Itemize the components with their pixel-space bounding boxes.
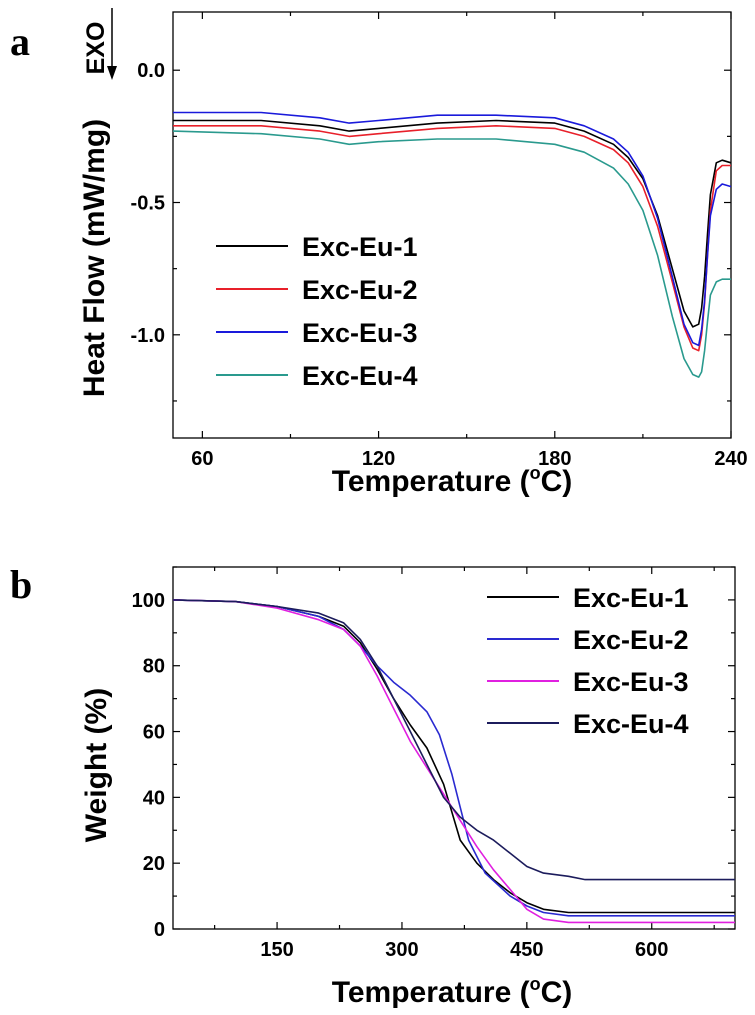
x-tick-label: 180 [538, 448, 571, 470]
y-tick-label: 0 [154, 919, 165, 941]
exo-arrow [107, 8, 117, 80]
x-axis-label-a: Temperature (oC) [332, 463, 572, 498]
chart-panel-b: b Weight (%) Temperature (oC) 150 300 450 6… [10, 562, 736, 1009]
plot-frame [172, 566, 736, 930]
series-line-exc-eu-3 [173, 111, 732, 347]
legend-label-exc-eu-2: Exc-Eu-2 [573, 625, 689, 655]
x-tick-label: 120 [362, 448, 395, 470]
y-tick-label: 80 [143, 656, 165, 678]
y-tick-label: 20 [143, 853, 165, 875]
x-tick-label: 300 [385, 939, 418, 961]
exo-annotation: EXO [82, 22, 110, 75]
legend-label-exc-eu-1: Exc-Eu-1 [573, 583, 689, 613]
x-tick-label: 600 [635, 939, 668, 961]
panel-letter-a: a [10, 19, 30, 64]
panel-letter-b: b [10, 562, 32, 607]
series-line-exc-eu-4 [172, 130, 731, 378]
series-line-exc-eu-2 [173, 125, 731, 352]
legend-label-exc-eu-1: Exc-Eu-1 [302, 232, 418, 262]
plot-area-b: 150 300 450 600 0 20 40 60 80 100 Exc-Eu-1 Exc-Eu-2… [132, 566, 736, 961]
y-tick-label: -0.5 [131, 193, 165, 215]
chart-panel-a: a Heat Flow (mW/mg) Temperature (oC) EXO… [10, 8, 748, 498]
y-tick-label: -1.0 [131, 325, 165, 347]
plot-frame [172, 11, 732, 439]
plot-area-a: 60 120 180 240 0.0 -0.5 -1.0 Exc-Eu-1 Exc-Eu-2 Ex… [131, 11, 748, 470]
legend-label-exc-eu-4: Exc-Eu-4 [573, 709, 689, 739]
x-tick-label: 450 [510, 939, 543, 961]
y-tick-label: 0.0 [137, 60, 165, 82]
series-line-exc-eu-2 [172, 599, 735, 917]
y-tick-label: 60 [143, 722, 165, 744]
legend-label-exc-eu-2: Exc-Eu-2 [302, 275, 418, 305]
y-tick-label: 100 [132, 590, 165, 612]
y-tick-label: 40 [143, 787, 165, 809]
y-axis-label-b: Weight (%) [80, 688, 113, 842]
x-tick-label: 240 [714, 448, 747, 470]
y-axis-label-a: Heat Flow (mW/mg) [78, 119, 111, 397]
legend-label-exc-eu-3: Exc-Eu-3 [302, 318, 418, 348]
series-line-exc-eu-4 [172, 599, 735, 881]
legend-label-exc-eu-4: Exc-Eu-4 [302, 361, 418, 391]
x-tick-label: 60 [191, 448, 213, 470]
x-axis-label-b: Temperature (oC) [332, 974, 572, 1009]
x-tick-label: 150 [260, 939, 293, 961]
legend-label-exc-eu-3: Exc-Eu-3 [573, 667, 689, 697]
